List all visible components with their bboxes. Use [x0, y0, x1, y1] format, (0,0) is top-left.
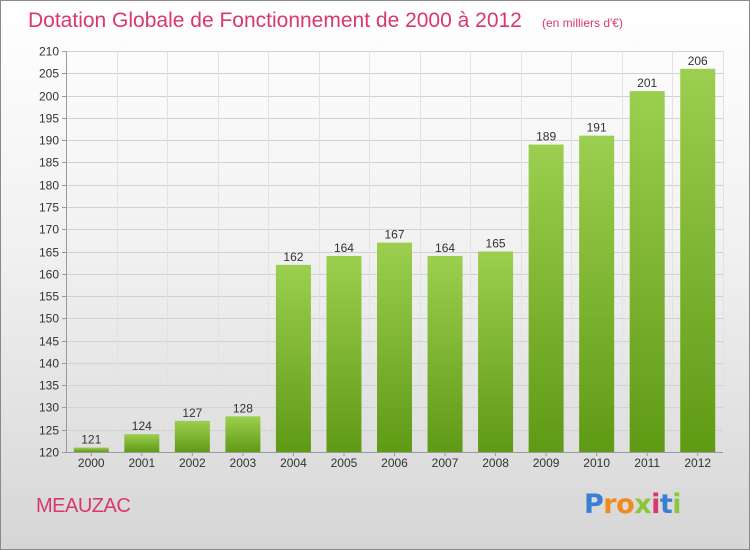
- y-tick-label: 175: [39, 201, 59, 215]
- logo-letter: i: [672, 489, 682, 520]
- y-tick-label: 150: [39, 312, 59, 326]
- y-tick-label: 145: [39, 335, 59, 349]
- bar-2002: [174, 420, 210, 452]
- bar-2009: [528, 144, 564, 453]
- value-label-2006: 167: [384, 228, 404, 242]
- bar-2001: [124, 434, 160, 452]
- bar-2007: [427, 255, 463, 452]
- y-tick-label: 120: [39, 446, 59, 460]
- y-tick-label: 155: [39, 290, 59, 304]
- labels: 120 125 130 135 140 145 150 155 160 165 170 175 180 1…: [39, 45, 711, 471]
- y-tick-label: 165: [39, 246, 59, 260]
- x-tick-label-2011: 2011: [634, 456, 660, 470]
- value-label-2008: 165: [486, 237, 506, 251]
- y-tick-label: 185: [39, 156, 59, 170]
- logo-letter: t: [659, 489, 673, 520]
- x-tick-label-2004: 2004: [280, 456, 307, 470]
- y-tick-label: 135: [39, 379, 59, 393]
- y-tick-label: 140: [39, 357, 59, 371]
- logo-letter: i: [651, 489, 660, 520]
- chart-subtitle: (en milliers d'€): [542, 16, 623, 30]
- logo-letter: o: [616, 489, 635, 520]
- y-tick-label: 180: [39, 179, 59, 193]
- x-tick-label-2001: 2001: [128, 456, 155, 470]
- y-tick-label: 170: [39, 223, 59, 237]
- x-tick-label-2012: 2012: [684, 456, 711, 470]
- y-tick-label: 200: [39, 90, 59, 104]
- bar-2010: [579, 135, 615, 452]
- value-label-2000: 121: [81, 433, 101, 447]
- bar-2004: [275, 264, 311, 452]
- bar-2005: [326, 255, 362, 452]
- x-tick-label-2009: 2009: [533, 456, 560, 470]
- value-label-2007: 164: [435, 241, 455, 255]
- y-tick-label: 210: [39, 45, 59, 59]
- commune-name: MEAUZAC: [36, 495, 131, 517]
- y-tick-label: 160: [39, 268, 59, 282]
- bar-2012: [680, 68, 716, 453]
- axes: [62, 51, 723, 456]
- x-tick-label-2006: 2006: [381, 456, 408, 470]
- x-tick-label-2003: 2003: [230, 456, 257, 470]
- x-tick-label-2008: 2008: [482, 456, 509, 470]
- value-label-2011: 201: [637, 76, 657, 90]
- bar-2008: [478, 251, 514, 452]
- y-tick-label: 125: [39, 424, 59, 438]
- y-tick-label: 190: [39, 134, 59, 148]
- value-label-2010: 191: [587, 121, 607, 135]
- x-tick-label-2000: 2000: [78, 456, 105, 470]
- x-tick-label-2005: 2005: [331, 456, 358, 470]
- y-tick-label: 205: [39, 67, 59, 81]
- bar-2000: [73, 447, 109, 452]
- x-tick-label-2010: 2010: [583, 456, 610, 470]
- bar-2006: [377, 242, 412, 452]
- y-tick-label: 130: [39, 401, 59, 415]
- logo-letter: P: [584, 489, 604, 520]
- value-label-2001: 124: [132, 419, 152, 433]
- bar-2003: [225, 416, 261, 452]
- proxiti-logo: Proxiti: [584, 489, 682, 520]
- logo-letter: x: [634, 489, 652, 520]
- y-tick-label: 195: [39, 112, 59, 126]
- chart-title: Dotation Globale de Fonctionnement de 20…: [28, 9, 522, 32]
- value-label-2009: 189: [536, 130, 556, 144]
- value-label-2004: 162: [283, 250, 303, 264]
- value-label-2003: 128: [233, 401, 253, 415]
- x-tick-label-2007: 2007: [432, 456, 459, 470]
- value-label-2012: 206: [688, 54, 708, 68]
- value-label-2002: 127: [182, 406, 202, 420]
- value-label-2005: 164: [334, 241, 354, 255]
- logo-letter: r: [603, 489, 617, 520]
- bar-2011: [629, 91, 665, 452]
- bars: [73, 68, 716, 453]
- x-tick-label-2002: 2002: [179, 456, 206, 470]
